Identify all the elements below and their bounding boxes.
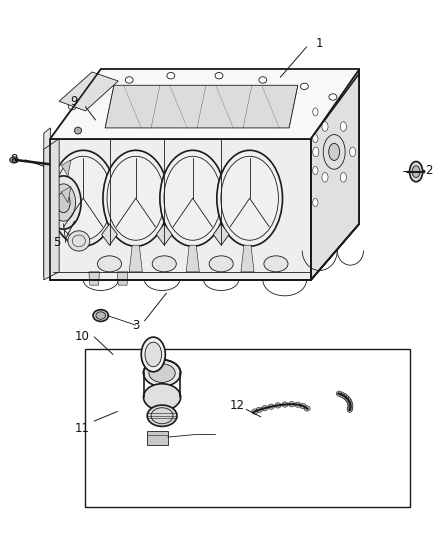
Ellipse shape (282, 402, 288, 407)
Polygon shape (147, 431, 168, 445)
Ellipse shape (57, 192, 70, 213)
Ellipse shape (328, 143, 340, 160)
Ellipse shape (348, 403, 353, 408)
Ellipse shape (217, 150, 283, 246)
Text: 1: 1 (316, 37, 324, 50)
Ellipse shape (275, 403, 281, 408)
Ellipse shape (313, 147, 319, 157)
Polygon shape (50, 139, 311, 280)
Ellipse shape (423, 169, 425, 173)
Ellipse shape (10, 157, 18, 163)
Ellipse shape (322, 173, 328, 182)
Ellipse shape (268, 404, 274, 409)
Ellipse shape (141, 337, 165, 372)
Ellipse shape (336, 391, 342, 397)
Ellipse shape (215, 72, 223, 79)
Text: 11: 11 (75, 422, 90, 435)
Ellipse shape (300, 83, 308, 90)
Ellipse shape (262, 406, 268, 411)
Ellipse shape (289, 401, 295, 407)
Ellipse shape (259, 77, 267, 83)
Ellipse shape (147, 405, 177, 426)
Ellipse shape (313, 108, 318, 116)
Polygon shape (117, 272, 128, 285)
Ellipse shape (313, 134, 318, 142)
Ellipse shape (68, 103, 76, 110)
Ellipse shape (252, 409, 258, 414)
Ellipse shape (51, 184, 75, 221)
Ellipse shape (295, 402, 301, 407)
Ellipse shape (329, 94, 337, 100)
Text: 5: 5 (53, 236, 60, 249)
Ellipse shape (346, 399, 352, 404)
Text: 3: 3 (132, 319, 139, 332)
Ellipse shape (125, 77, 133, 83)
Ellipse shape (149, 364, 175, 383)
Text: 9: 9 (70, 95, 78, 108)
Ellipse shape (348, 405, 353, 410)
Ellipse shape (46, 176, 81, 229)
Polygon shape (102, 224, 117, 245)
Ellipse shape (96, 312, 106, 319)
Ellipse shape (347, 407, 352, 413)
Polygon shape (213, 224, 229, 245)
Ellipse shape (145, 342, 162, 367)
Polygon shape (241, 245, 254, 272)
Ellipse shape (322, 122, 328, 131)
Polygon shape (44, 128, 50, 277)
Ellipse shape (345, 397, 350, 402)
Polygon shape (89, 272, 99, 285)
Polygon shape (50, 69, 359, 139)
Ellipse shape (341, 393, 346, 399)
Ellipse shape (410, 161, 423, 182)
Ellipse shape (412, 166, 420, 177)
Polygon shape (311, 74, 359, 280)
Ellipse shape (103, 150, 169, 246)
Polygon shape (105, 85, 298, 128)
Ellipse shape (97, 256, 121, 272)
Ellipse shape (209, 256, 233, 272)
Polygon shape (186, 245, 199, 272)
Ellipse shape (340, 173, 346, 182)
Ellipse shape (50, 150, 116, 246)
Bar (85, 349, 410, 507)
Text: 2: 2 (425, 164, 433, 177)
Ellipse shape (313, 166, 318, 175)
Text: 12: 12 (230, 399, 245, 411)
Ellipse shape (97, 87, 105, 94)
Ellipse shape (68, 231, 90, 251)
Ellipse shape (343, 395, 349, 400)
Polygon shape (156, 224, 172, 245)
Ellipse shape (264, 256, 288, 272)
Text: 10: 10 (75, 330, 90, 343)
Ellipse shape (74, 127, 81, 134)
Polygon shape (44, 139, 59, 280)
Ellipse shape (143, 360, 180, 386)
Polygon shape (61, 187, 71, 203)
Text: 8: 8 (11, 154, 18, 166)
Ellipse shape (313, 199, 318, 207)
Ellipse shape (93, 310, 109, 321)
Ellipse shape (304, 406, 310, 411)
Polygon shape (59, 72, 118, 111)
Ellipse shape (339, 392, 344, 397)
Polygon shape (61, 160, 71, 176)
Polygon shape (129, 245, 142, 272)
Ellipse shape (143, 384, 180, 410)
Polygon shape (311, 69, 359, 280)
Ellipse shape (152, 256, 176, 272)
Ellipse shape (256, 407, 262, 413)
Polygon shape (50, 69, 359, 139)
Ellipse shape (340, 122, 346, 131)
Ellipse shape (167, 72, 175, 79)
Ellipse shape (347, 400, 353, 406)
Ellipse shape (300, 403, 306, 409)
Ellipse shape (160, 150, 226, 246)
Ellipse shape (350, 147, 356, 157)
